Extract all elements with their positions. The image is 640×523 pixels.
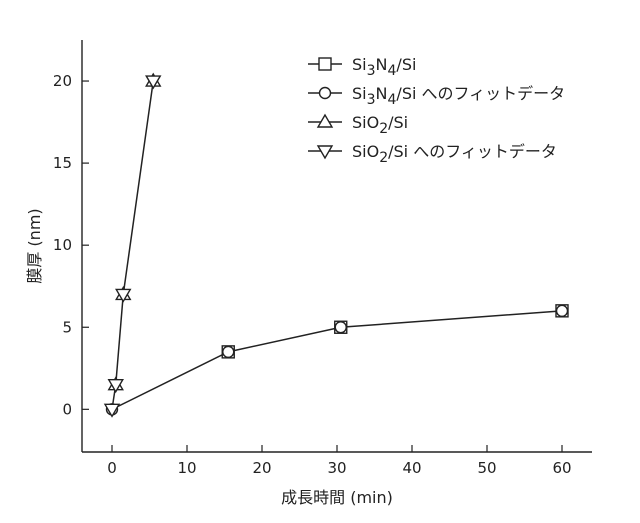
data-point-s1 [335,322,346,333]
legend: Si3N4/Si Si3N4/Si へのフィットデータ SiO2/Si SiO2/Si… [308,55,565,166]
x-axis-label: 成長時間 (min) [281,488,393,507]
x-tick-label: 50 [477,459,496,477]
x-tick-label: 30 [327,459,346,477]
y-tick-label: 20 [53,72,72,90]
data-point-s1 [223,346,234,357]
x-tick-label: 20 [252,459,271,477]
y-axis-label: 膜厚 (nm) [25,208,44,283]
x-tick-label: 10 [177,459,196,477]
y-tick-label: 10 [53,236,72,254]
legend-label: Si3N4/Si へのフィットデータ [352,84,565,108]
y-tick-label: 5 [62,318,72,336]
legend-marker-triangle-down [318,146,332,158]
legend-marker-circle [320,88,331,99]
x-tick-label: 40 [402,459,421,477]
ticks: 0 10 20 30 40 50 60 0 5 10 15 20 [53,72,572,477]
y-tick-label: 15 [53,154,72,172]
legend-marker-square [319,58,331,70]
legend-marker-triangle-up [318,115,332,127]
x-tick-label: 60 [552,459,571,477]
data-point-s1 [557,305,568,316]
legend-label: SiO2/Si [352,113,408,137]
legend-label: Si3N4/Si [352,55,416,79]
y-tick-label: 0 [62,400,72,418]
legend-label: SiO2/Si へのフィットデータ [352,142,557,166]
x-tick-label: 0 [107,459,117,477]
series-line-3 [112,81,153,409]
series-layer [105,74,568,416]
